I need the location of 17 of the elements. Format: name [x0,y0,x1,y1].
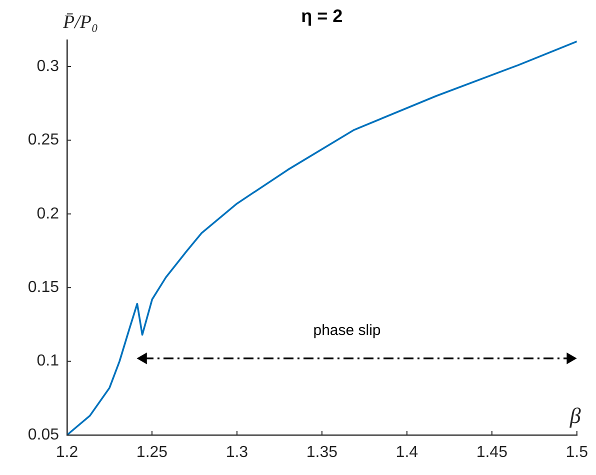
annotation: phase slip [313,322,381,339]
y-axis-title: P̄/P₀ [62,12,98,33]
y-tick-label: 0.3 [36,58,60,75]
x-tick-label: 1.3 [226,444,248,462]
y-tick-label: 0.05 [28,426,60,444]
x-tick-label: 1.45 [476,444,508,462]
x-tick-label: 1.4 [396,444,418,462]
x-axis-title: β [568,403,581,428]
y-tick-label: 0.1 [36,352,60,370]
x-tick-label: 1.35 [306,444,338,462]
x-tick-label: 1.25 [136,444,168,462]
y-tick-label: 0.15 [28,279,60,296]
x-tick-label: 1.5 [566,444,588,462]
x-tick-label: 1.2 [56,444,78,462]
y-tick-label: 0.25 [28,132,60,149]
chart-title: η = 2 [301,6,343,26]
y-tick-label: 0.2 [36,205,60,222]
